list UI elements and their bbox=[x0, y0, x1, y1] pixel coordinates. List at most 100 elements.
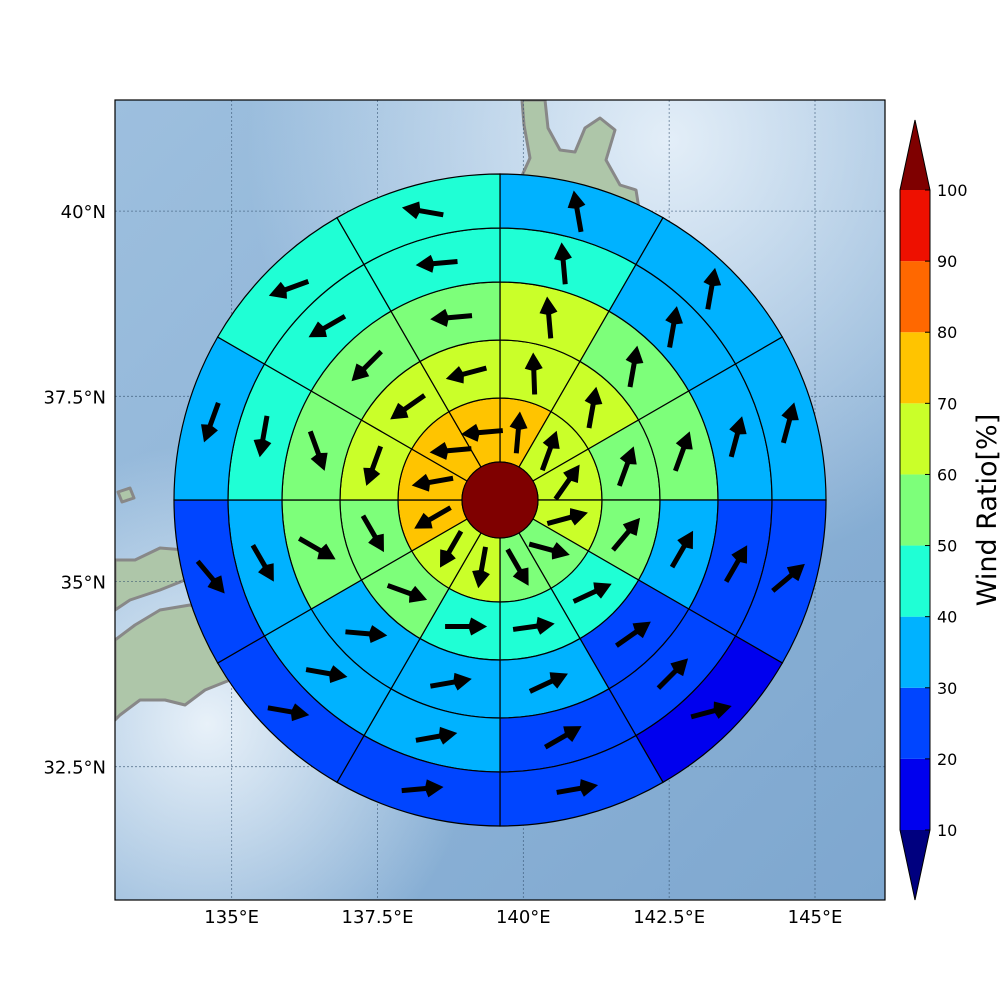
colorbar-over-extension bbox=[900, 120, 930, 190]
wind-arrow-ring4-10 bbox=[308, 314, 347, 338]
colorbar-bin-3 bbox=[900, 545, 930, 617]
wind-arrow-ring4-9 bbox=[253, 415, 272, 458]
wind-arrow-ring2-3 bbox=[611, 517, 641, 552]
wind-arrow-ring2-2 bbox=[617, 446, 637, 487]
wind-arrow-ring3-4 bbox=[615, 621, 651, 648]
x-tick-label: 137.5°E bbox=[342, 907, 414, 928]
colorbar-bin-2 bbox=[900, 616, 930, 688]
wind-arrow-ring4-3 bbox=[723, 545, 748, 583]
wind-arrow-ring5-0 bbox=[567, 190, 586, 233]
wind-arrow-ring5-10 bbox=[268, 279, 310, 299]
wind-arrow-ring3-7 bbox=[345, 625, 388, 644]
x-tick-label: 140°E bbox=[496, 907, 551, 928]
y-tick-label: 35°N bbox=[61, 572, 106, 593]
colorbar-bin-0 bbox=[900, 758, 930, 830]
wind-arrow-ring4-4 bbox=[656, 658, 689, 690]
wind-arrow-ring5-8 bbox=[195, 559, 225, 594]
wind-arrow-ring2-9 bbox=[363, 445, 383, 486]
wind-arrow-ring4-5 bbox=[543, 726, 582, 750]
wind-arrow-ring2-11 bbox=[445, 365, 488, 384]
wind-arrow-ring2-6 bbox=[445, 617, 488, 636]
wind-arrow-ring3-8 bbox=[298, 536, 336, 560]
wind-arrow-ring3-2 bbox=[673, 431, 693, 472]
map-panel bbox=[115, 100, 885, 900]
wind-arrow-ring2-8 bbox=[360, 514, 384, 553]
y-axis-ticks: 40°N 37.5°N 35°N 32.5°N bbox=[43, 202, 106, 779]
wind-arrow-ring5-4 bbox=[690, 701, 732, 720]
wind-arrow-ring4-0 bbox=[554, 242, 572, 285]
colorbar-tick-label: 60 bbox=[937, 465, 957, 484]
x-tick-label: 142.5°E bbox=[633, 907, 705, 928]
wind-arrow-ring3-0 bbox=[539, 296, 558, 339]
wind-arrow-ring1-11 bbox=[460, 423, 504, 442]
wind-arrow-ring3-6 bbox=[429, 672, 472, 691]
y-tick-label: 37.5°N bbox=[43, 387, 106, 408]
wind-arrow-ring2-4 bbox=[572, 582, 612, 604]
x-tick-label: 145°E bbox=[788, 907, 843, 928]
wind-arrow-ring1-3 bbox=[546, 508, 588, 526]
wind-arrow-ring5-11 bbox=[401, 201, 444, 220]
wind-arrow-ring5-3 bbox=[771, 563, 805, 593]
sector-ring5-11 bbox=[336, 173, 501, 266]
x-tick-label: 135°E bbox=[204, 907, 259, 928]
colorbar-tick-label: 100 bbox=[937, 181, 968, 200]
wind-arrow-ring2-7 bbox=[386, 583, 428, 603]
colorbar-bin-1 bbox=[900, 687, 930, 759]
wind-vectors bbox=[195, 190, 805, 798]
wind-arrow-ring1-8 bbox=[414, 505, 452, 529]
colorbar-tick-label: 50 bbox=[937, 537, 957, 556]
colorbar-tick-label: 70 bbox=[937, 394, 957, 413]
colorbar-bin-6 bbox=[900, 332, 930, 404]
colorbar-bin-5 bbox=[900, 403, 930, 475]
wind-arrow-ring1-2 bbox=[553, 464, 580, 501]
colorbar-tick-label: 80 bbox=[937, 323, 957, 342]
wind-arrow-ring5-7 bbox=[267, 703, 310, 722]
wind-arrow-ring3-11 bbox=[430, 308, 473, 327]
wind-arrow-ring4-6 bbox=[415, 726, 458, 745]
colorbar-bin-4 bbox=[900, 474, 930, 546]
wind-arrow-ring5-9 bbox=[201, 402, 221, 443]
wind-arrow-ring2-0 bbox=[524, 352, 543, 395]
wind-arrow-ring3-3 bbox=[669, 530, 694, 569]
wind-arrow-ring1-0 bbox=[509, 411, 528, 454]
wind-arrow-ring5-1 bbox=[703, 267, 722, 310]
wind-arrow-ring3-5 bbox=[528, 672, 568, 694]
wind-arrow-ring2-10 bbox=[390, 393, 427, 420]
y-tick-label: 40°N bbox=[61, 202, 106, 223]
colorbar-tick-label: 20 bbox=[937, 750, 957, 769]
wind-arrow-ring1-4 bbox=[528, 541, 570, 560]
colorbar-under-extension bbox=[900, 830, 930, 900]
colorbar-label: Wind Ratio[%] bbox=[972, 414, 1000, 606]
wind-arrow-ring3-1 bbox=[625, 345, 644, 388]
wind-arrow-ring1-9 bbox=[411, 473, 454, 492]
colorbar-bin-8 bbox=[900, 190, 930, 262]
wind-arrow-ring4-2 bbox=[728, 416, 747, 458]
land-oki bbox=[116, 486, 136, 504]
map-frame bbox=[114, 99, 886, 901]
wind-arrow-ring1-10 bbox=[429, 441, 472, 460]
colorbar-tick-label: 30 bbox=[937, 679, 957, 698]
colorbar-tick-label: 10 bbox=[937, 821, 957, 840]
wind-arrow-ring4-7 bbox=[305, 665, 348, 683]
wind-arrow-ring1-1 bbox=[539, 430, 560, 472]
wind-arrow-ring5-5 bbox=[556, 779, 599, 797]
wind-arrow-ring4-11 bbox=[415, 254, 458, 273]
center-disk bbox=[461, 461, 539, 539]
wind-arrow-ring5-2 bbox=[780, 402, 799, 444]
wind-arrow-ring4-1 bbox=[665, 306, 683, 348]
colorbar: 10 20 30 40 50 60 70 80 90 100 Wind Ratio[%] bbox=[899, 119, 1000, 901]
colorbar-tick-label: 40 bbox=[937, 608, 957, 627]
colorbar-tick-label: 90 bbox=[937, 252, 957, 271]
wind-arrow-ring1-6 bbox=[472, 546, 490, 589]
wind-arrow-ring2-5 bbox=[512, 616, 555, 635]
wind-arrow-ring1-5 bbox=[505, 548, 529, 586]
wind-arrow-ring1-7 bbox=[440, 530, 464, 568]
sector-rings bbox=[173, 173, 827, 827]
wind-arrow-ring2-1 bbox=[584, 386, 603, 429]
wind-arrow-ring5-6 bbox=[401, 779, 444, 798]
y-tick-label: 32.5°N bbox=[43, 758, 106, 779]
wind-arrow-ring3-10 bbox=[351, 349, 383, 382]
colorbar-bin-7 bbox=[900, 261, 930, 333]
wind-arrow-ring4-8 bbox=[250, 543, 274, 582]
